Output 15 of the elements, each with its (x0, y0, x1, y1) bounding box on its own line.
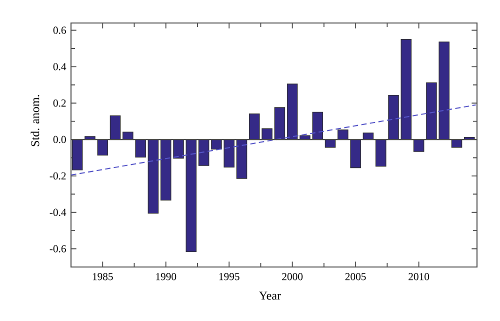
y-tick-label: 0.6 (53, 26, 66, 34)
y-tick-label: 0.0 (53, 136, 66, 144)
y-tick-label: 0.4 (53, 63, 66, 70)
x-tick-label: 2000 (282, 273, 303, 280)
y-tick-label: -0.4 (50, 208, 66, 216)
x-axis-title: Year (259, 292, 281, 300)
x-tick-label: 1995 (219, 273, 240, 280)
x-tick-label: 1985 (92, 273, 113, 280)
y-axis-title: Std. anom. (30, 95, 40, 146)
x-tick-label: 2005 (345, 273, 366, 280)
y-tick-label: 0.2 (53, 99, 66, 107)
x-tick-label: 2010 (408, 273, 430, 280)
x-tick-label: 1990 (156, 273, 176, 280)
y-tick-label: -0.2 (50, 172, 66, 180)
y-tick-label: -0.6 (50, 245, 66, 252)
